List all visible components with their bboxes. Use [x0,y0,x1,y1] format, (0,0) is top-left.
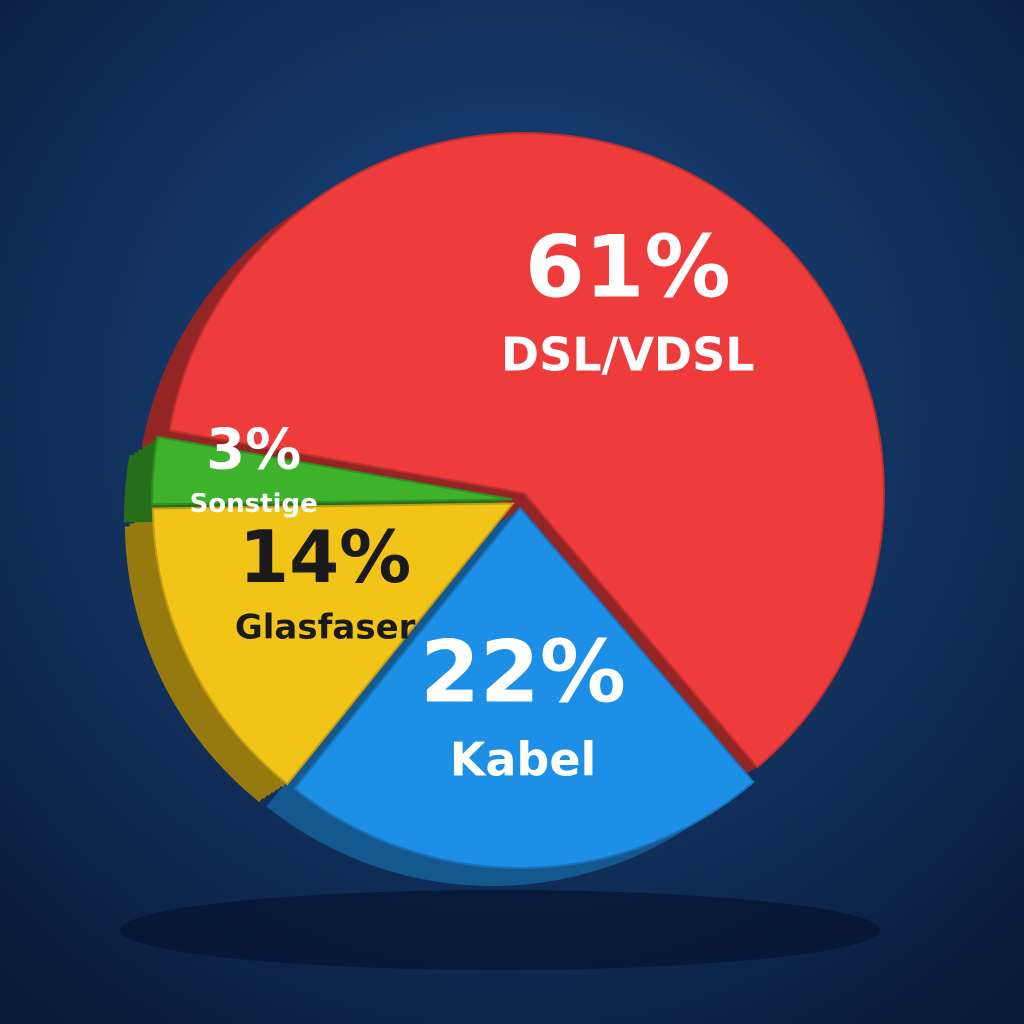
shadow [120,890,880,970]
slice-label: Sonstige [190,489,318,519]
slice [151,502,515,786]
slice-label: DSL/VDSL [501,327,755,381]
value-label: 22% [420,623,626,723]
slice [151,435,513,506]
pie: 61% DSL/VDSL 22% Kabel 14% Glasfaser 3% Sonstig… [151,132,885,869]
slice-label: Kabel [450,732,597,786]
value-label: 61% [525,218,731,318]
value-label: 14% [239,515,411,599]
value-label: 3% [206,418,301,483]
slice [168,132,885,769]
slice [293,506,755,869]
slice-label: Glasfaser [235,608,416,648]
